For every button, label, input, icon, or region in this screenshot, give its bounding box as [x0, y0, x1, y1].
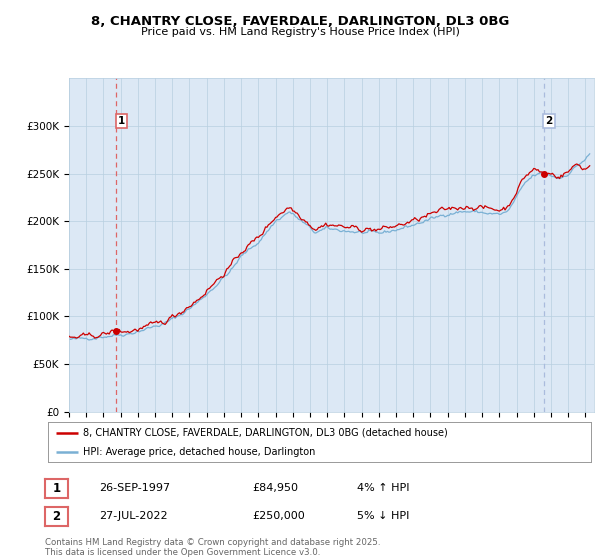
Text: 8, CHANTRY CLOSE, FAVERDALE, DARLINGTON, DL3 0BG (detached house): 8, CHANTRY CLOSE, FAVERDALE, DARLINGTON,…	[83, 428, 448, 437]
Text: 4% ↑ HPI: 4% ↑ HPI	[357, 483, 409, 493]
Text: Price paid vs. HM Land Registry's House Price Index (HPI): Price paid vs. HM Land Registry's House …	[140, 27, 460, 37]
Text: HPI: Average price, detached house, Darlington: HPI: Average price, detached house, Darl…	[83, 447, 316, 457]
Text: 2: 2	[545, 116, 553, 126]
Text: 27-JUL-2022: 27-JUL-2022	[99, 511, 167, 521]
Text: Contains HM Land Registry data © Crown copyright and database right 2025.
This d: Contains HM Land Registry data © Crown c…	[45, 538, 380, 557]
Text: 2: 2	[52, 510, 61, 523]
Text: £250,000: £250,000	[252, 511, 305, 521]
Text: 1: 1	[118, 116, 125, 126]
Text: 1: 1	[52, 482, 61, 495]
Text: 5% ↓ HPI: 5% ↓ HPI	[357, 511, 409, 521]
Text: 26-SEP-1997: 26-SEP-1997	[99, 483, 170, 493]
Text: £84,950: £84,950	[252, 483, 298, 493]
Text: 8, CHANTRY CLOSE, FAVERDALE, DARLINGTON, DL3 0BG: 8, CHANTRY CLOSE, FAVERDALE, DARLINGTON,…	[91, 15, 509, 27]
